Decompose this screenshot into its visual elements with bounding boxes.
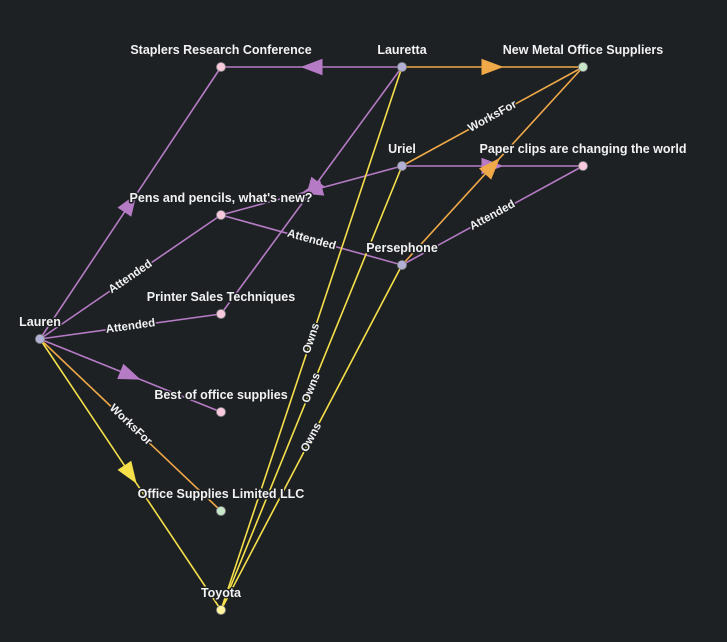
- node-label: Best of office supplies: [154, 388, 287, 402]
- node-pens[interactable]: Pens and pencils, what's new?: [128, 190, 314, 220]
- edge-label: WorksFor: [466, 98, 519, 134]
- node-label: Lauren: [19, 315, 61, 329]
- node-dot[interactable]: [216, 210, 226, 220]
- node-newmetal[interactable]: New Metal Office Suppliers: [501, 42, 665, 72]
- edge-label: Owns: [299, 421, 324, 454]
- node-dot[interactable]: [216, 309, 226, 319]
- node-osl[interactable]: Office Supplies Limited LLC: [136, 486, 306, 516]
- edge-lauretta-staplers[interactable]: [221, 58, 402, 76]
- edge-lauren-osl[interactable]: WorksFor: [39, 338, 222, 512]
- edge-toyota-lauretta[interactable]: Owns: [220, 66, 403, 611]
- node-dot[interactable]: [35, 334, 45, 344]
- node-label: Staplers Research Conference: [130, 43, 311, 57]
- node-printer[interactable]: Printer Sales Techniques: [145, 289, 297, 319]
- edge-arrow-icon: [306, 237, 318, 245]
- edge-arrow-icon: [124, 418, 135, 429]
- edge-lauren-printer[interactable]: Attended: [39, 313, 222, 340]
- node-dot[interactable]: [578, 62, 588, 72]
- node-best[interactable]: Best of office supplies: [153, 387, 289, 417]
- edge-arrow-icon: [305, 433, 314, 444]
- edge-arrow-icon: [306, 383, 314, 395]
- node-dot[interactable]: [216, 506, 226, 516]
- nodes-layer: Lauren Staplers Research Conference Lauret…: [18, 42, 688, 615]
- edge-label: Owns: [301, 322, 322, 356]
- node-label: Pens and pencils, what's new?: [130, 191, 313, 205]
- node-lauretta[interactable]: Lauretta: [376, 42, 429, 72]
- node-dot[interactable]: [216, 62, 226, 72]
- node-label: New Metal Office Suppliers: [503, 43, 664, 57]
- node-label: Office Supplies Limited LLC: [138, 487, 305, 501]
- node-label: Persephone: [366, 241, 438, 255]
- node-label: Printer Sales Techniques: [147, 290, 295, 304]
- node-persephone[interactable]: Persephone: [365, 240, 439, 270]
- edge-lauren-staplers[interactable]: [39, 66, 222, 340]
- edge-arrow-icon: [125, 323, 136, 331]
- edge-arrow-icon: [300, 58, 323, 76]
- node-dot[interactable]: [397, 161, 407, 171]
- edge-label: WorksFor: [107, 402, 154, 448]
- node-paperclips[interactable]: Paper clips are changing the world: [478, 141, 688, 171]
- edge-lauren-best[interactable]: [39, 338, 222, 413]
- edge-arrow-icon: [306, 333, 314, 345]
- edge-lauren-toyota[interactable]: [39, 338, 222, 611]
- node-dot[interactable]: [397, 260, 407, 270]
- edge-arrow-icon: [124, 274, 135, 283]
- edge-toyota-persephone[interactable]: Owns: [220, 264, 403, 611]
- node-label: Toyota: [201, 586, 242, 600]
- node-label: Paper clips are changing the world: [480, 142, 687, 156]
- node-staplers[interactable]: Staplers Research Conference: [129, 42, 313, 72]
- node-dot[interactable]: [216, 407, 226, 417]
- edge-label: Attended: [105, 317, 156, 336]
- edge-arrow-icon: [117, 363, 141, 380]
- node-dot[interactable]: [578, 161, 588, 171]
- edge-arrow-icon: [486, 213, 497, 222]
- edge-persephone-newmetal[interactable]: [401, 66, 584, 266]
- node-dot[interactable]: [397, 62, 407, 72]
- node-label: Lauretta: [377, 43, 427, 57]
- edge-label: Owns: [300, 371, 323, 405]
- edge-arrow-icon: [481, 58, 504, 76]
- edge-label: Attended: [468, 198, 517, 232]
- node-lauren[interactable]: Lauren: [18, 314, 62, 344]
- edge-arrow-icon: [486, 114, 497, 123]
- edge-arrow-icon: [117, 460, 137, 484]
- node-dot[interactable]: [216, 605, 226, 615]
- edge-persephone-pens[interactable]: Attended: [220, 214, 403, 266]
- edge-uriel-pens[interactable]: [220, 165, 403, 216]
- node-uriel[interactable]: Uriel: [387, 141, 417, 171]
- node-label: Uriel: [388, 142, 416, 156]
- node-toyota[interactable]: Toyota: [199, 585, 244, 615]
- edge-lauretta-newmetal[interactable]: [402, 58, 583, 76]
- edge-label: Attended: [286, 228, 337, 253]
- edge-arrow-icon: [300, 179, 325, 196]
- edge-arrow-icon: [478, 157, 500, 180]
- edge-arrow-icon: [117, 193, 137, 217]
